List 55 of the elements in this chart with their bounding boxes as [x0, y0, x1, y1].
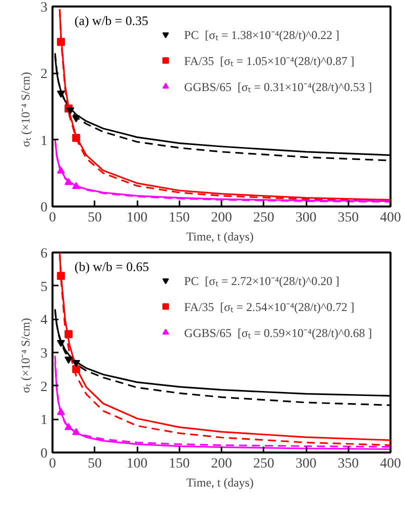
- point: [72, 115, 80, 122]
- y-tick-label: 5: [40, 280, 48, 295]
- point: [72, 134, 80, 142]
- legend-label: FA/35 [σₜ = 2.54×10⁻⁴(28/t)^0.72 ]: [184, 298, 354, 314]
- x-tick-label: 400: [380, 456, 401, 472]
- x-tick-label: 300: [296, 210, 316, 226]
- x-tick-label: 350: [338, 210, 359, 226]
- point: [64, 330, 73, 338]
- x-tick-label: 200: [211, 456, 232, 472]
- y-axis-title: σₜ (×10⁻⁴ S/cm): [18, 72, 32, 148]
- point: [56, 90, 65, 98]
- annotation: (b) w/b = 0.65: [74, 259, 149, 274]
- x-tick-label: 50: [88, 456, 102, 472]
- y-tick-label: 4: [40, 313, 48, 328]
- y-tick-label: 0: [40, 200, 48, 216]
- y-tick-label: 1: [40, 413, 48, 428]
- point: [56, 340, 65, 348]
- y-tick-label: 2: [40, 380, 48, 395]
- x-tick-label: 400: [380, 210, 401, 226]
- y-tick-label: 6: [40, 246, 48, 262]
- x-tick-label: 100: [126, 456, 148, 472]
- x-tick-label: 200: [211, 210, 232, 226]
- legend-label: PC [σₜ = 2.72×10⁻⁴(28/t)^0.20 ]: [184, 272, 340, 288]
- legend-label: FA/35 [σₜ = 1.05×10⁻⁴(28/t)^0.87 ]: [184, 52, 354, 68]
- point: [66, 107, 74, 114]
- x-axis-title: Time, t (days): [186, 476, 254, 490]
- point: [72, 360, 80, 368]
- y-tick-label: 3: [40, 346, 48, 362]
- annotation: (a) w/b = 0.35: [74, 13, 148, 28]
- legend-label: PC [σₜ = 1.38×10⁻⁴(28/t)^0.22 ]: [184, 26, 340, 42]
- point: [64, 178, 73, 186]
- point: [56, 272, 65, 280]
- x-tick-label: 300: [296, 456, 316, 472]
- y-tick-label: 0: [40, 446, 48, 462]
- y-tick-label: 1: [40, 134, 48, 149]
- legend-label: GGBS/65 [σₜ = 0.31×10⁻⁴(28/t)^0.53 ]: [184, 78, 372, 94]
- point: [56, 166, 65, 174]
- point: [56, 408, 65, 416]
- legend-label: GGBS/65 [σₜ = 0.59×10⁻⁴(28/t)^0.68 ]: [184, 324, 372, 340]
- y-tick-label: 2: [40, 67, 48, 82]
- y-tick-label: 3: [40, 0, 48, 16]
- x-tick-label: 100: [126, 210, 148, 226]
- x-tick-label: 250: [253, 210, 274, 226]
- point: [64, 422, 73, 430]
- x-axis-title: Time, t (days): [186, 230, 254, 244]
- x-tick-label: 150: [168, 210, 190, 226]
- point: [64, 356, 73, 364]
- x-tick-label: 150: [168, 456, 190, 472]
- x-tick-label: 250: [253, 456, 274, 472]
- x-tick-label: 50: [88, 210, 102, 226]
- x-tick-label: 350: [338, 456, 359, 472]
- y-axis-title: σₜ (×10⁻⁴ S/cm): [18, 318, 32, 394]
- point: [72, 182, 80, 190]
- point: [72, 365, 80, 374]
- point: [72, 428, 80, 436]
